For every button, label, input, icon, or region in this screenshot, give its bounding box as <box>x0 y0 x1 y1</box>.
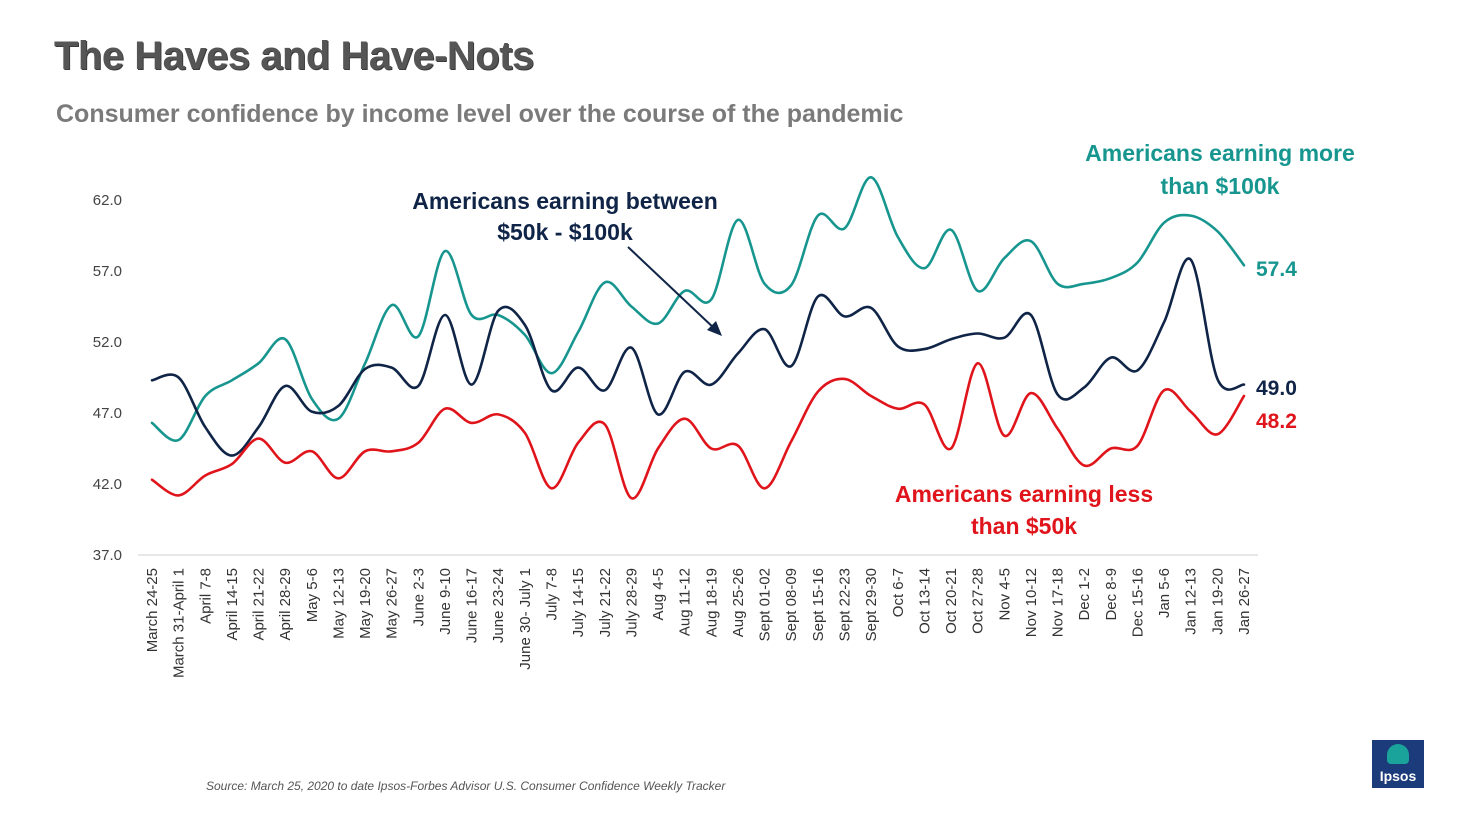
x-tick-label: Jan 12-13 <box>1183 568 1200 635</box>
x-tick-label: Aug 25-26 <box>730 568 747 637</box>
x-tick-label: Jan 19-20 <box>1209 568 1226 635</box>
series-annotation: than $50k <box>971 513 1077 539</box>
source-note: Source: March 25, 2020 to date Ipsos-For… <box>206 779 726 793</box>
x-tick-label: May 12-13 <box>330 568 347 639</box>
x-tick-label: May 5-6 <box>304 568 321 622</box>
x-tick-label: Dec 8-9 <box>1103 568 1120 621</box>
x-tick-label: June 16-17 <box>464 568 481 643</box>
series-annotation: Americans earning between <box>412 188 718 214</box>
x-tick-label: Oct 6-7 <box>890 568 907 617</box>
series-line-under-50k <box>150 361 1246 500</box>
x-tick-label: April 14-15 <box>224 568 241 641</box>
series-line-over-100k <box>150 176 1246 442</box>
x-tick-label: Dec 15-16 <box>1129 568 1146 637</box>
x-tick-label: July 28-29 <box>623 568 640 637</box>
series-annotation: $50k - $100k <box>497 219 633 245</box>
chart-title: The Haves and Have-Nots <box>54 34 534 78</box>
x-tick-label: Nov 4-5 <box>996 568 1013 621</box>
series-annotation: Americans earning more <box>1085 140 1355 166</box>
y-tick-label: 52.0 <box>93 334 122 351</box>
x-tick-label: Sept 29-30 <box>863 568 880 641</box>
x-tick-label: Sept 22-23 <box>836 568 853 641</box>
x-tick-label: March 24-25 <box>144 568 161 652</box>
x-tick-label: Jan 5-6 <box>1156 568 1173 618</box>
x-tick-label: May 26-27 <box>384 568 401 639</box>
end-value-label: 49.0 <box>1256 377 1297 400</box>
series-annotation: than $100k <box>1161 173 1280 199</box>
x-tick-label: Oct 20-21 <box>943 568 960 634</box>
x-tick-label: Oct 13-14 <box>916 568 933 634</box>
x-tick-label: June 9-10 <box>437 568 454 635</box>
logo-text: Ipsos <box>1379 768 1417 784</box>
x-tick-label: July 7-8 <box>544 568 561 621</box>
x-tick-label: March 31-April 1 <box>171 568 188 678</box>
x-tick-label: Nov 10-12 <box>1023 568 1040 637</box>
x-tick-label: June 23-24 <box>490 568 507 643</box>
x-tick-label: Aug 4-5 <box>650 568 667 621</box>
x-tick-label: May 19-20 <box>357 568 374 639</box>
x-tick-label: April 7-8 <box>197 568 214 624</box>
end-value-label: 57.4 <box>1256 258 1297 281</box>
x-tick-label: July 21-22 <box>597 568 614 637</box>
y-tick-label: 62.0 <box>93 192 122 209</box>
x-tick-label: June 2-3 <box>410 568 427 626</box>
y-tick-label: 37.0 <box>93 547 122 564</box>
x-tick-label: Jan 26-27 <box>1236 568 1253 635</box>
ipsos-logo: Ipsos <box>1372 740 1424 788</box>
series-line-50k-100k <box>150 257 1246 457</box>
x-tick-label: June 30- July 1 <box>517 568 534 670</box>
ipsos-logo-mark <box>1387 744 1409 764</box>
x-tick-label: Sept 08-09 <box>783 568 800 641</box>
x-tick-label: Sept 15-16 <box>810 568 827 641</box>
x-tick-label: Dec 1-2 <box>1076 568 1093 621</box>
annotation-arrowhead <box>707 321 722 336</box>
x-tick-label: July 14-15 <box>570 568 587 637</box>
x-tick-label: Aug 11-12 <box>677 568 694 636</box>
annotation-arrow <box>627 246 717 331</box>
y-tick-label: 47.0 <box>93 405 122 422</box>
x-tick-label: Oct 27-28 <box>970 568 987 634</box>
y-tick-label: 42.0 <box>93 476 122 493</box>
end-value-label: 48.2 <box>1256 410 1297 433</box>
x-tick-label: Nov 17-18 <box>1050 568 1067 637</box>
y-tick-label: 57.0 <box>93 263 122 280</box>
chart-subtitle: Consumer confidence by income level over… <box>56 100 904 128</box>
x-tick-label: Aug 18-19 <box>703 568 720 637</box>
x-tick-label: Sept 01-02 <box>757 568 774 641</box>
series-annotation: Americans earning less <box>895 481 1153 507</box>
x-tick-label: April 21-22 <box>251 568 268 641</box>
x-tick-label: April 28-29 <box>277 568 294 641</box>
